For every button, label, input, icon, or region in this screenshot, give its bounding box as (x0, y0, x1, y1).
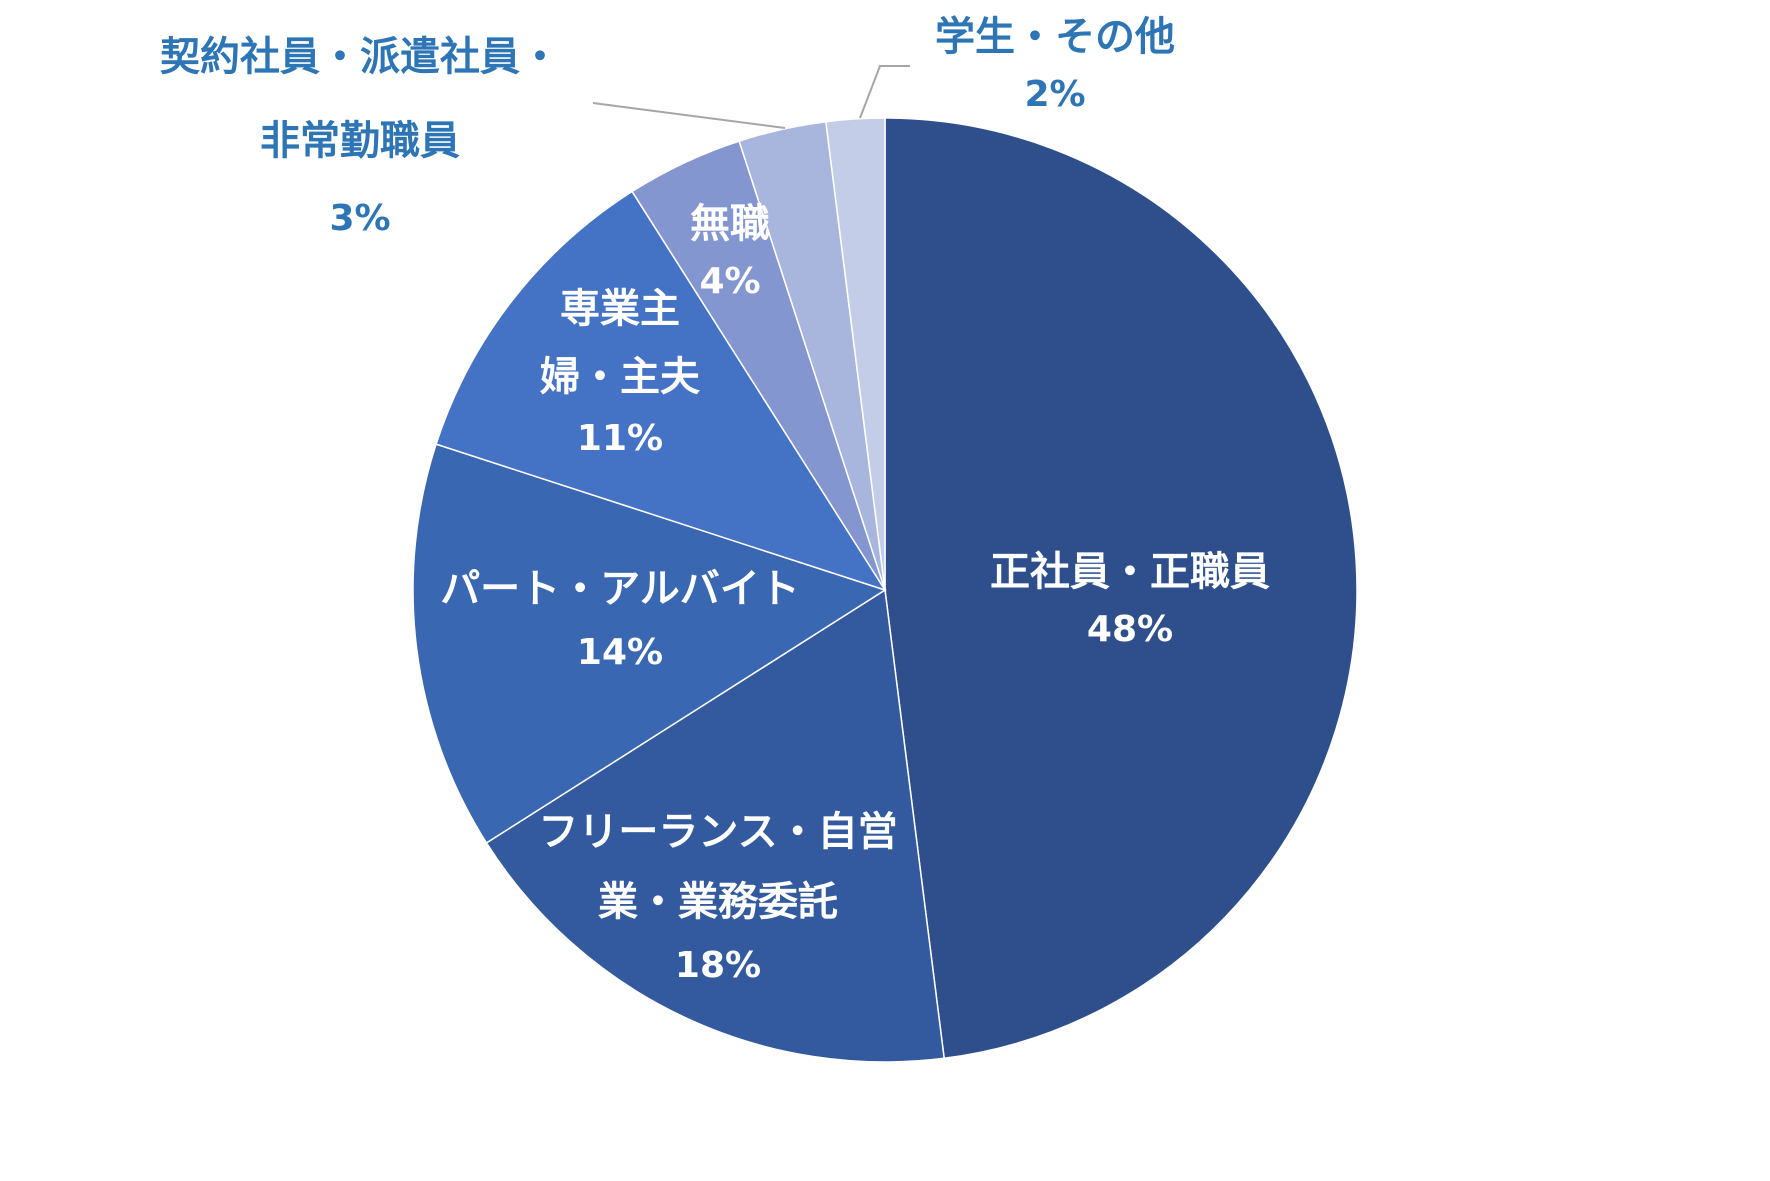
slice-name-unemployed-line-1: 無職 (690, 201, 770, 247)
slice-label-student-other: 学生・その他 2% (935, 14, 1175, 115)
slice-name-freelance-line-1: フリーランス・自営 (538, 809, 897, 855)
pie-slice-student-other (825, 117, 886, 591)
leader-lines-layer (592, 65, 910, 129)
pie-slice-freelance (485, 588, 945, 1063)
slice-percent-part-time: 14% (577, 632, 663, 673)
slice-percent-freelance: 18% (675, 945, 761, 986)
slice-label-part-time: パート・アルバイト 14% (440, 566, 800, 673)
pie-slice-regular-employee (884, 117, 1358, 1060)
slices-layer (412, 117, 1358, 1063)
slice-label-regular-employee: 正社員・正職員 48% (990, 549, 1270, 650)
slice-percent-unemployed: 4% (699, 261, 760, 302)
slice-name-homemaker-line-2: 婦・主夫 (540, 354, 701, 400)
slice-percent-regular-employee: 48% (1087, 609, 1173, 650)
slice-name-contract-staff-line-1: 契約社員・派遣社員・ (160, 34, 560, 80)
labels-layer: 正社員・正職員 48% フリーランス・自営業・業務委託 18% パート・アルバイト 14%… (160, 14, 1270, 986)
leader-line-contract-staff (592, 102, 786, 129)
slice-percent-student-other: 2% (1024, 74, 1085, 115)
pie-slice-part-time (412, 443, 887, 844)
slice-label-contract-staff: 契約社員・派遣社員・非常勤職員 3% (160, 34, 560, 239)
slice-percent-homemaker: 11% (577, 418, 663, 459)
slice-name-homemaker-line-1: 専業主 (560, 286, 680, 332)
slice-name-contract-staff-line-2: 非常勤職員 (260, 118, 460, 164)
slice-name-freelance-line-2: 業・業務委託 (598, 879, 838, 925)
slice-name-regular-employee-line-1: 正社員・正職員 (990, 549, 1270, 595)
pie-slice-homemaker (435, 190, 887, 592)
slice-label-unemployed: 無職 4% (690, 201, 770, 302)
slice-label-freelance: フリーランス・自営業・業務委託 18% (538, 809, 897, 986)
slice-name-student-other-line-1: 学生・その他 (935, 14, 1175, 60)
slice-name-part-time-line-1: パート・アルバイト (440, 566, 800, 612)
slice-percent-contract-staff: 3% (329, 198, 390, 239)
leader-line-student-other (859, 65, 910, 119)
